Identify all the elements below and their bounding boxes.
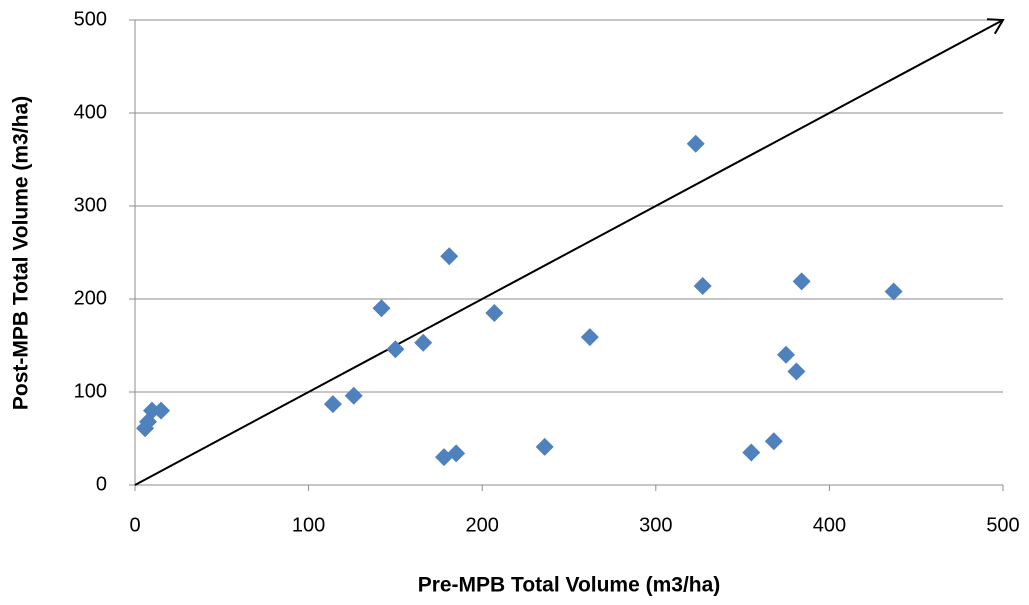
y-tick-label: 400 [74,101,107,123]
point [580,328,599,347]
point [686,134,705,153]
point [143,401,162,420]
point [414,333,433,352]
point [386,340,405,359]
point [372,299,391,318]
point [323,395,342,414]
reference-line [134,19,1004,486]
point [792,272,811,291]
point [777,345,795,364]
point [742,443,761,462]
point [884,282,903,301]
reference-arrowhead [986,18,1005,35]
y-tick-label: 500 [74,8,107,30]
point [440,247,459,266]
y-tick-label: 100 [74,380,107,402]
point [447,444,466,463]
x-tick-label: 500 [986,514,1019,536]
y-tick-label: 200 [74,287,107,309]
y-tick-label: 0 [96,473,107,495]
x-tick-label: 100 [292,514,325,536]
x-tick-label: 300 [639,514,672,536]
x-tick-label: 200 [466,514,499,536]
x-axis-title: Pre-MPB Total Volume (m3/ha) [418,574,721,597]
point [344,386,363,405]
x-tick-label: 0 [129,514,140,536]
point [152,401,171,420]
point [693,276,712,295]
point [485,303,504,322]
y-axis-title: Post-MPB Total Volume (m3/ha) [10,96,33,410]
x-tick-label: 400 [813,514,846,536]
y-tick-label: 300 [74,194,107,216]
point [787,362,806,381]
point [535,437,554,456]
point [764,432,783,451]
